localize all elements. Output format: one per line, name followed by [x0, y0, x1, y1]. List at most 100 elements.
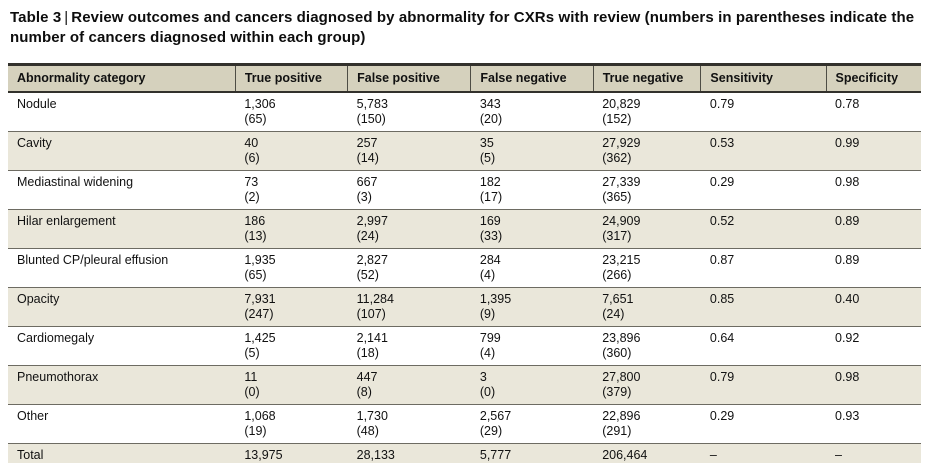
cell-false-negative: 343 (20) [470, 91, 594, 132]
cell-value: 206,464 [602, 447, 648, 462]
cell-value: 23,215 [602, 252, 641, 267]
cell-value: 343 [479, 96, 501, 111]
cell-cancer-count: (5) [244, 345, 260, 360]
table-row-cavity: Cavity 40 (6) 257 (14) 35 (5) 27,929 (362) 0… [8, 131, 921, 171]
cell-value: 2,997 [356, 213, 388, 228]
col-header-specificity: Specificity [825, 62, 921, 93]
cell-false-negative: 284 (4) [470, 248, 594, 288]
category-label: Nodule [17, 96, 57, 111]
cell-true-negative: 20,829 (152) [593, 91, 701, 132]
cell-value: 0.64 [709, 330, 735, 345]
table-row-pneumothorax: Pneumothorax 11 (0) 447 (8) 3 (0) 27,800 (37… [8, 365, 921, 405]
cell-false-positive: 257 (14) [347, 131, 471, 171]
cell-specificity: 0.40 [826, 287, 921, 327]
cell-cancer-count: (362) [602, 150, 632, 165]
cell-sensitivity: – [700, 443, 826, 463]
review-outcomes-table: Abnormality category True positive False… [8, 62, 921, 463]
cell-true-positive: 186 (13) [235, 209, 348, 249]
table-row-other: Other 1,068 (19) 1,730 (48) 2,567 (29) 22,8… [8, 404, 921, 444]
cell-value: 0.85 [709, 291, 735, 306]
cell-value: 1,935 [244, 252, 276, 267]
cell-specificity: 0.93 [826, 404, 921, 444]
cell-value: 7,651 [602, 291, 634, 306]
cell-cancer-count: (33) [479, 228, 503, 243]
cell-category: Cardiomegaly [8, 326, 236, 366]
cell-cancer-count: (19) [244, 423, 267, 438]
table-row-opacity: Opacity 7,931 (247) 11,284 (107) 1,395 (9) … [8, 287, 921, 327]
cell-cancer-count: (317) [602, 228, 632, 243]
cell-category: Mediastinal widening [8, 170, 236, 210]
cell-value: 23,896 [602, 330, 641, 345]
category-label: Cavity [17, 135, 52, 150]
cell-false-negative: 35 (5) [470, 131, 594, 171]
cell-false-positive: 2,827 (52) [347, 248, 471, 288]
cell-value: 24,909 [602, 213, 641, 228]
cell-sensitivity: 0.79 [700, 91, 826, 132]
cell-false-positive: 28,133 [347, 443, 471, 463]
category-label: Hilar enlargement [17, 213, 116, 228]
table-row-nodule: Nodule 1,306 (65) 5,783 (150) 343 (20) 20,8… [8, 91, 921, 132]
cell-value: 1,395 [479, 291, 512, 306]
cell-value: 2,141 [356, 330, 388, 345]
cell-value: 0.52 [709, 213, 735, 228]
cell-value: 1,306 [244, 96, 276, 111]
cell-value: 799 [479, 330, 501, 345]
category-label: Other [17, 408, 49, 423]
cell-value: 0.99 [835, 135, 860, 150]
cell-value: 0.89 [835, 213, 860, 228]
cell-false-positive: 2,141 (18) [347, 326, 471, 366]
cell-true-negative: 27,339 (365) [593, 170, 701, 210]
cell-true-negative: 7,651 (24) [593, 287, 701, 327]
cell-true-negative: 22,896 (291) [593, 404, 701, 444]
cell-cancer-count: (65) [244, 111, 267, 126]
cell-value: 35 [479, 135, 494, 150]
cell-value: 186 [244, 213, 266, 228]
cell-cancer-count: (24) [356, 228, 379, 243]
col-header-false-positive: False positive [347, 62, 471, 93]
cell-value: 11,284 [356, 291, 394, 306]
cell-value: 2,827 [356, 252, 388, 267]
cell-value: 2,567 [479, 408, 512, 423]
header-row: Abnormality category True positive False… [8, 62, 921, 93]
cell-value: 5,777 [479, 447, 512, 462]
cell-value: 0.98 [835, 369, 860, 384]
cell-true-negative: 23,896 (360) [593, 326, 701, 366]
cell-value: 73 [244, 174, 259, 189]
cell-true-positive: 40 (6) [235, 131, 348, 171]
col-header-abnormality-category: Abnormality category [8, 62, 236, 93]
cell-true-negative: 23,215 (266) [593, 248, 701, 288]
cell-cancer-count: (14) [356, 150, 379, 165]
table-row-blunted-cp-pleural-effusion: Blunted CP/pleural effusion 1,935 (65) 2,… [8, 248, 921, 288]
cell-specificity: 0.78 [826, 91, 921, 132]
cell-true-positive: 73 (2) [235, 170, 348, 210]
table-row-hilar-enlargement: Hilar enlargement 186 (13) 2,997 (24) 169(… [8, 209, 921, 249]
cell-true-positive: 1,425 (5) [235, 326, 348, 366]
cell-specificity: 0.98 [826, 365, 921, 405]
col-header-true-positive: True positive [234, 62, 348, 93]
cell-cancer-count: (48) [356, 423, 379, 438]
cell-cancer-count: (24) [602, 306, 625, 321]
cell-cancer-count: (29) [479, 423, 503, 438]
cell-value: 7,931 [244, 291, 276, 306]
cell-sensitivity: 0.87 [700, 248, 826, 288]
cell-category: Nodule [8, 91, 236, 132]
cell-value: 11 [244, 369, 258, 384]
cell-false-positive: 667 (3) [347, 170, 471, 210]
cell-value: 5,783 [356, 96, 388, 111]
cell-value: 0.78 [835, 96, 860, 111]
cell-false-negative: 169 (33) [470, 209, 594, 249]
cell-false-positive: 2,997 (24) [347, 209, 471, 249]
cell-false-negative: 5,777 [470, 443, 594, 463]
cell-true-negative: 206,464 [593, 443, 701, 463]
cell-value: 0.92 [835, 330, 860, 345]
cell-sensitivity: 0.29 [700, 170, 826, 210]
col-header-sensitivity: Sensitivity [700, 62, 826, 93]
cell-value: 1,068 [244, 408, 276, 423]
cell-sensitivity: 0.79 [700, 365, 826, 405]
cell-value: – [835, 447, 842, 462]
table-row-total: Total 13,975 28,133 5,777 206,464 – – [8, 443, 921, 463]
cell-category: Hilar enlargement [8, 209, 236, 249]
cell-cancer-count: (8) [356, 384, 372, 399]
cell-true-positive: 1,306 (65) [235, 91, 348, 132]
cell-cancer-count: (18) [356, 345, 379, 360]
